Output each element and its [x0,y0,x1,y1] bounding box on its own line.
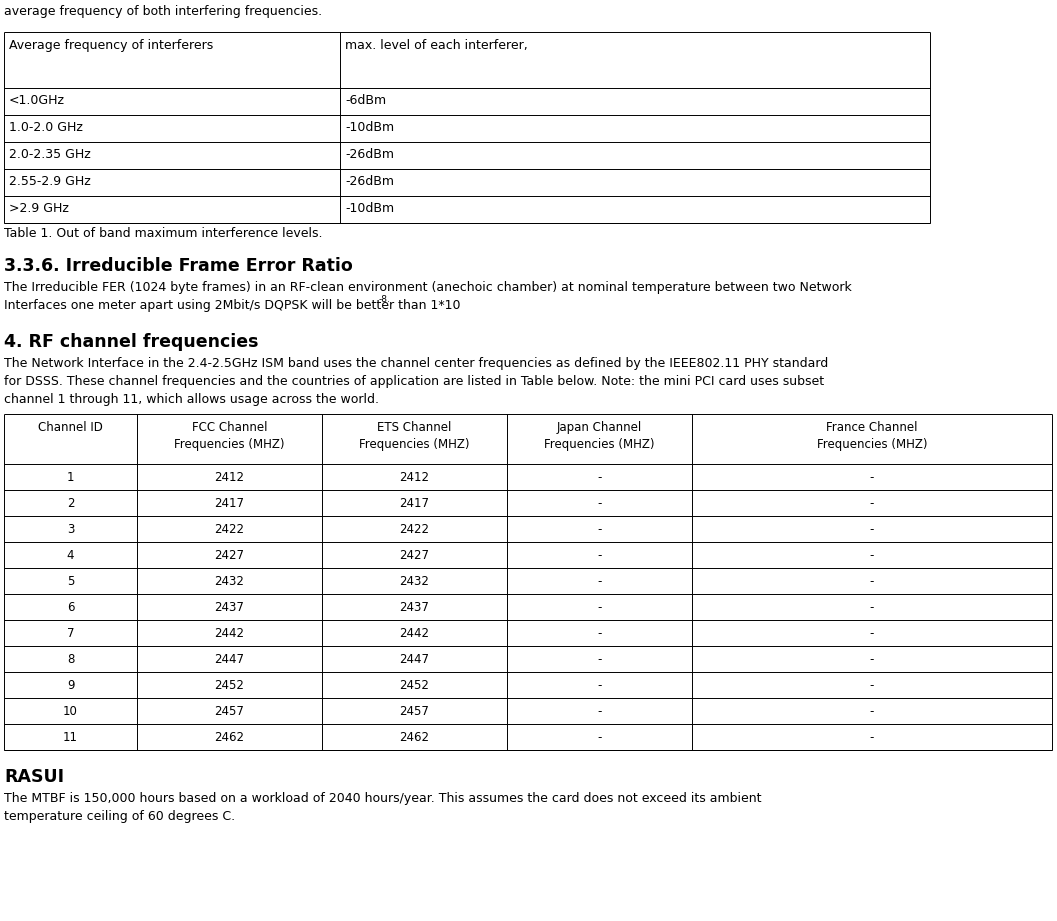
Text: 2437: 2437 [400,601,429,614]
Text: 4: 4 [67,549,74,562]
Text: <1.0GHz: <1.0GHz [10,94,64,107]
Text: -10dBm: -10dBm [345,202,394,215]
Text: 2.55-2.9 GHz: 2.55-2.9 GHz [10,175,91,188]
Text: FCC Channel: FCC Channel [191,421,267,434]
Text: -: - [870,575,874,588]
Text: 2412: 2412 [215,471,244,484]
Text: 5: 5 [67,575,74,588]
Text: -: - [870,549,874,562]
Text: -: - [597,549,601,562]
Text: -26dBm: -26dBm [345,148,394,161]
Text: The Irreducible FER (1024 byte frames) in an RF-clean environment (anechoic cham: The Irreducible FER (1024 byte frames) i… [4,281,852,294]
Text: 10: 10 [63,705,78,718]
Text: Frequencies (MHZ): Frequencies (MHZ) [817,438,927,451]
Text: ETS Channel: ETS Channel [377,421,451,434]
Text: 1.0-2.0 GHz: 1.0-2.0 GHz [10,121,82,134]
Text: -8.: -8. [378,295,391,304]
Text: -6dBm: -6dBm [345,94,386,107]
Text: 2422: 2422 [215,523,244,536]
Text: Average frequency of interferers: Average frequency of interferers [10,39,214,52]
Text: RASUI: RASUI [4,768,64,786]
Text: Frequencies (MHZ): Frequencies (MHZ) [174,438,284,451]
Text: -: - [870,627,874,640]
Text: The MTBF is 150,000 hours based on a workload of 2040 hours/year. This assumes t: The MTBF is 150,000 hours based on a wor… [4,792,761,805]
Text: 2462: 2462 [215,731,244,744]
Text: -: - [870,601,874,614]
Text: -: - [597,731,601,744]
Text: -: - [870,653,874,666]
Text: -: - [597,471,601,484]
Text: 2427: 2427 [400,549,429,562]
Text: -: - [870,497,874,510]
Text: -10dBm: -10dBm [345,121,394,134]
Text: -: - [597,575,601,588]
Text: 2447: 2447 [215,653,244,666]
Text: Interfaces one meter apart using 2Mbit/s DQPSK will be better than 1*10: Interfaces one meter apart using 2Mbit/s… [4,299,461,312]
Text: 2: 2 [67,497,74,510]
Text: The Network Interface in the 2.4-2.5GHz ISM band uses the channel center frequen: The Network Interface in the 2.4-2.5GHz … [4,357,829,370]
Text: 2432: 2432 [400,575,429,588]
Text: 2432: 2432 [215,575,244,588]
Text: -: - [870,705,874,718]
Text: -: - [870,731,874,744]
Text: Channel ID: Channel ID [38,421,103,434]
Text: >2.9 GHz: >2.9 GHz [10,202,69,215]
Text: -: - [597,705,601,718]
Text: max. level of each interferer,: max. level of each interferer, [345,39,527,52]
Text: 2462: 2462 [400,731,429,744]
Text: 2.0-2.35 GHz: 2.0-2.35 GHz [10,148,91,161]
Text: 1: 1 [67,471,74,484]
Text: Frequencies (MHZ): Frequencies (MHZ) [359,438,469,451]
Text: channel 1 through 11, which allows usage across the world.: channel 1 through 11, which allows usage… [4,393,379,406]
Text: 2452: 2452 [400,679,429,692]
Text: 4. RF channel frequencies: 4. RF channel frequencies [4,333,259,351]
Text: average frequency of both interfering frequencies.: average frequency of both interfering fr… [4,5,322,18]
Text: temperature ceiling of 60 degrees C.: temperature ceiling of 60 degrees C. [4,810,235,823]
Text: -: - [870,471,874,484]
Text: Frequencies (MHZ): Frequencies (MHZ) [544,438,654,451]
Text: 2442: 2442 [400,627,429,640]
Text: -: - [597,523,601,536]
Text: 7: 7 [67,627,74,640]
Text: 8: 8 [67,653,74,666]
Text: -: - [597,601,601,614]
Text: Table 1. Out of band maximum interference levels.: Table 1. Out of band maximum interferenc… [4,227,322,240]
Text: 2457: 2457 [400,705,429,718]
Text: Japan Channel: Japan Channel [557,421,642,434]
Text: 2417: 2417 [215,497,244,510]
Text: -: - [597,679,601,692]
Text: 2442: 2442 [215,627,244,640]
Text: 2457: 2457 [215,705,244,718]
Text: 2412: 2412 [400,471,429,484]
Text: -: - [597,653,601,666]
Text: -: - [870,523,874,536]
Text: 3: 3 [67,523,74,536]
Text: 2417: 2417 [400,497,429,510]
Text: 3.3.6. Irreducible Frame Error Ratio: 3.3.6. Irreducible Frame Error Ratio [4,257,353,275]
Text: -: - [597,627,601,640]
Text: 11: 11 [63,731,78,744]
Text: 2427: 2427 [215,549,244,562]
Text: -: - [597,497,601,510]
Text: 2422: 2422 [400,523,429,536]
Text: 2452: 2452 [215,679,244,692]
Text: 9: 9 [67,679,74,692]
Text: for DSSS. These channel frequencies and the countries of application are listed : for DSSS. These channel frequencies and … [4,375,824,388]
Text: France Channel: France Channel [827,421,917,434]
Text: 2447: 2447 [400,653,429,666]
Text: -: - [870,679,874,692]
Text: 2437: 2437 [215,601,244,614]
Text: -26dBm: -26dBm [345,175,394,188]
Text: 6: 6 [67,601,74,614]
